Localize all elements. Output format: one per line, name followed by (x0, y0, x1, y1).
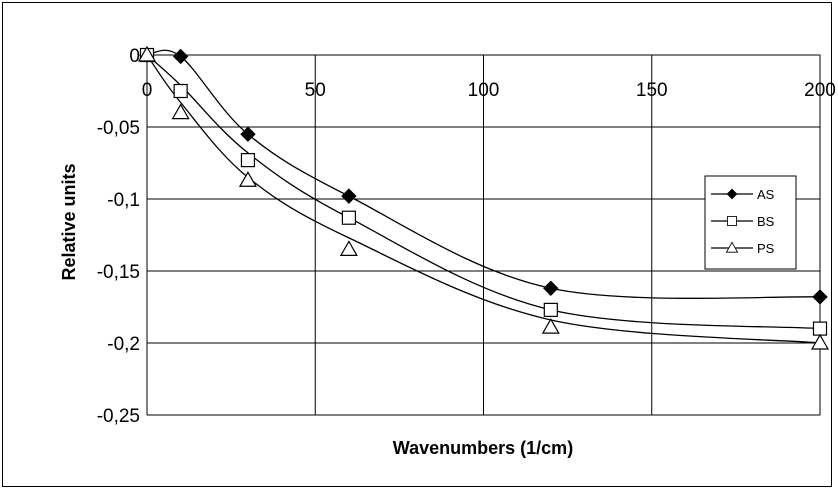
x-tick-label: 150 (636, 80, 668, 101)
y-tick-label: -0,2 (107, 334, 140, 355)
data-point-ps (137, 45, 157, 62)
y-tick-labels: 0 -0,05 -0,1 -0,15 -0,2 -0,25 (97, 46, 140, 427)
data-point-ps (171, 103, 190, 120)
data-point-as (341, 188, 357, 204)
data-point-ps (238, 171, 257, 187)
x-tick-labels: 0 50 100 150 200 (142, 80, 836, 101)
data-point-bs (341, 210, 356, 225)
data-point-ps (810, 333, 830, 350)
data-point-bs (543, 302, 558, 317)
data-point-as (172, 48, 189, 65)
legend-marker-ps (725, 241, 739, 253)
data-point-bs (240, 153, 256, 168)
y-tick-label: -0,25 (97, 406, 140, 427)
series-markers (137, 45, 830, 350)
x-tick-label: 0 (142, 80, 153, 101)
legend-marker-as (726, 188, 738, 200)
x-tick-label: 200 (804, 80, 836, 101)
y-tick-label: 0 (129, 46, 140, 67)
y-axis-title: Relative units (59, 163, 79, 280)
data-point-bs (812, 321, 828, 336)
data-point-bs (173, 83, 188, 99)
data-point-as (812, 289, 828, 305)
y-tick-label: -0,1 (107, 190, 140, 211)
y-tick-label: -0,05 (97, 118, 140, 139)
data-point-ps (339, 240, 358, 256)
data-point-as (240, 126, 256, 142)
data-point-ps (541, 317, 560, 334)
legend-label-ps: PS (757, 241, 775, 256)
y-tick-label: -0,15 (97, 262, 140, 283)
chart-frame (2, 2, 832, 487)
x-tick-label: 50 (305, 80, 326, 101)
legend-label-as: AS (757, 187, 775, 202)
data-point-as (543, 280, 559, 296)
legend-label-bs: BS (757, 214, 775, 229)
legend: AS BS PS (704, 175, 797, 270)
legend-marker-bs (727, 216, 737, 226)
legend-box (704, 175, 797, 270)
x-axis-title: Wavenumbers (1/cm) (393, 438, 573, 458)
x-tick-label: 100 (468, 80, 500, 101)
series-line-ps (146, 54, 821, 344)
